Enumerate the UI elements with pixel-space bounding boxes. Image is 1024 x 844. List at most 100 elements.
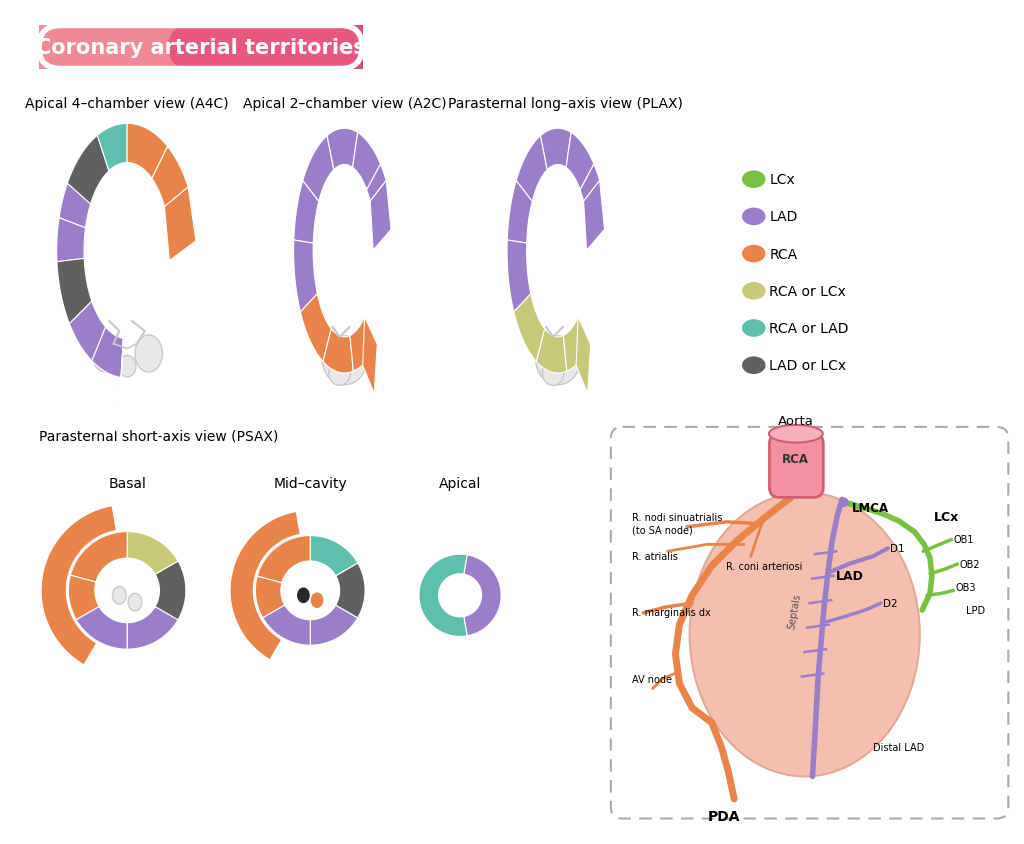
Ellipse shape <box>128 593 142 611</box>
Bar <box>178 26 182 69</box>
Bar <box>142 26 146 69</box>
Bar <box>358 26 364 69</box>
Bar <box>133 26 137 69</box>
Polygon shape <box>92 327 124 378</box>
Text: Parasternal long–axis view (PLAX): Parasternal long–axis view (PLAX) <box>449 97 683 111</box>
Polygon shape <box>67 124 188 208</box>
Polygon shape <box>577 317 591 394</box>
Bar <box>106 26 111 69</box>
Text: LPD: LPD <box>967 605 985 615</box>
Polygon shape <box>294 241 317 312</box>
Bar <box>265 26 269 69</box>
Bar <box>349 26 353 69</box>
Bar <box>120 26 124 69</box>
Bar <box>49 26 53 69</box>
Bar <box>223 26 227 69</box>
Polygon shape <box>56 219 86 262</box>
Bar <box>75 26 79 69</box>
Bar <box>226 26 230 69</box>
Bar <box>184 26 188 69</box>
Polygon shape <box>71 532 127 582</box>
Text: Apical 2–chamber view (A2C): Apical 2–chamber view (A2C) <box>243 97 446 111</box>
Bar <box>72 26 76 69</box>
Text: PDA: PDA <box>709 809 740 823</box>
Bar <box>285 26 289 69</box>
Bar <box>61 26 66 69</box>
Ellipse shape <box>321 201 368 356</box>
Ellipse shape <box>93 202 162 360</box>
Bar <box>84 26 88 69</box>
Bar <box>201 26 205 69</box>
Bar <box>204 26 208 69</box>
Bar <box>229 26 233 69</box>
Polygon shape <box>300 295 332 362</box>
Ellipse shape <box>92 335 120 372</box>
Bar <box>175 26 179 69</box>
FancyBboxPatch shape <box>39 26 362 69</box>
Text: R. coni arteriosi: R. coni arteriosi <box>726 561 803 571</box>
Bar <box>213 26 218 69</box>
Polygon shape <box>507 241 530 312</box>
Polygon shape <box>516 137 547 202</box>
Polygon shape <box>327 129 357 170</box>
Ellipse shape <box>742 283 766 300</box>
Bar <box>42 26 46 69</box>
Polygon shape <box>303 137 334 202</box>
Polygon shape <box>310 605 357 646</box>
Bar <box>198 26 202 69</box>
Text: LCx: LCx <box>934 511 959 524</box>
Circle shape <box>839 498 849 507</box>
Bar <box>65 26 69 69</box>
Bar <box>171 26 176 69</box>
Bar <box>210 26 214 69</box>
Bar <box>100 26 104 69</box>
Ellipse shape <box>742 320 766 338</box>
Polygon shape <box>127 124 168 179</box>
Ellipse shape <box>535 201 582 356</box>
Bar <box>330 26 334 69</box>
Ellipse shape <box>113 587 126 604</box>
Polygon shape <box>541 129 571 170</box>
Text: D2: D2 <box>883 598 898 609</box>
Text: OB1: OB1 <box>953 535 974 545</box>
Ellipse shape <box>329 361 350 386</box>
Text: RCA or LAD: RCA or LAD <box>769 322 849 336</box>
Bar <box>307 26 311 69</box>
Bar <box>145 26 150 69</box>
Polygon shape <box>257 536 310 583</box>
Bar <box>279 26 283 69</box>
Bar <box>240 26 244 69</box>
Text: RCA: RCA <box>769 247 798 262</box>
Bar <box>291 26 295 69</box>
Text: OB3: OB3 <box>955 582 976 592</box>
Bar <box>148 26 154 69</box>
Text: LCx: LCx <box>769 173 796 187</box>
Bar <box>139 26 143 69</box>
Bar <box>262 26 266 69</box>
Text: RCA: RCA <box>782 452 809 465</box>
Polygon shape <box>352 133 381 191</box>
Text: OB2: OB2 <box>959 560 980 570</box>
Bar <box>81 26 85 69</box>
Bar <box>327 26 331 69</box>
Ellipse shape <box>323 337 367 386</box>
Polygon shape <box>59 184 90 229</box>
Ellipse shape <box>543 361 564 386</box>
Polygon shape <box>419 555 467 636</box>
Polygon shape <box>76 607 127 649</box>
Text: R. nodi sinuatrialis
(to SA node): R. nodi sinuatrialis (to SA node) <box>633 512 723 535</box>
Polygon shape <box>155 561 186 620</box>
Bar <box>91 26 95 69</box>
Bar <box>313 26 317 69</box>
Bar <box>165 26 169 69</box>
Bar <box>355 26 359 69</box>
Bar <box>271 26 275 69</box>
Bar <box>45 26 50 69</box>
Polygon shape <box>336 563 366 618</box>
Bar <box>346 26 350 69</box>
Ellipse shape <box>310 592 324 609</box>
Bar <box>97 26 101 69</box>
Text: Mid–cavity: Mid–cavity <box>273 476 347 490</box>
Bar <box>217 26 221 69</box>
Bar <box>117 26 121 69</box>
